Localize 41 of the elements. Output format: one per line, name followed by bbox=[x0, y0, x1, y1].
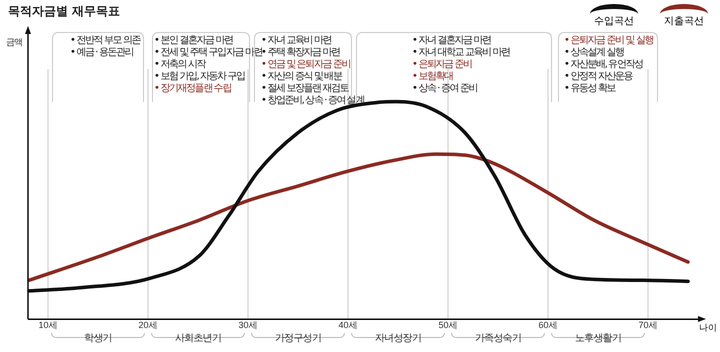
text: • 상속 · 증여 준비 bbox=[412, 83, 477, 96]
legend-label: 지출곡선 bbox=[664, 15, 704, 28]
text: • 예금 · 용돈관리 bbox=[70, 47, 134, 60]
x-tick-label: 60세 bbox=[538, 320, 558, 330]
text: 학생기 bbox=[83, 332, 113, 346]
text: • 안정적 자산운용 bbox=[564, 71, 632, 84]
text: 자녀성장기 bbox=[374, 332, 422, 346]
text: 금액 bbox=[6, 37, 22, 49]
legend-label: 수입곡선 bbox=[594, 15, 634, 28]
text: 가정구성기 bbox=[274, 332, 322, 346]
text: • 전반적 부모 의존 bbox=[70, 35, 140, 48]
annotation: • 창업준비, 상속 · 증여 설계 bbox=[261, 95, 364, 108]
text: • 자녀 교육비 마련 bbox=[261, 35, 332, 48]
x-tick-label: 30세 bbox=[238, 320, 258, 330]
text: 노후생활기 bbox=[574, 332, 622, 346]
text: 가족성숙기 bbox=[474, 332, 522, 346]
text: • 은퇴자금 준비 bbox=[412, 59, 472, 72]
text: • 자산의 증식 및 배분 bbox=[261, 71, 342, 84]
x-tick-label: 70세 bbox=[638, 320, 658, 330]
text: • 자녀 대학교 교육비 마련 bbox=[412, 47, 510, 60]
text: • 자산분배, 유언작성 bbox=[564, 59, 643, 72]
text: • 절세 보장플랜 재검토 bbox=[261, 83, 348, 96]
text: • 전세 및 주택 구입자금 마련 bbox=[154, 47, 262, 59]
x-tick-label: 10세 bbox=[38, 320, 58, 330]
text: • 보험확대 bbox=[412, 71, 453, 84]
text: • 연금 및 은퇴자금 준비 bbox=[261, 59, 350, 72]
text: • 은퇴자금 준비 및 실행 bbox=[564, 35, 654, 48]
x-tick-label: 20세 bbox=[138, 320, 158, 330]
text: • 자녀 결혼자금 마련 bbox=[412, 35, 491, 48]
text: • 본인 결혼자금 마련 bbox=[154, 35, 233, 48]
text: • 장기재정플랜 수립 bbox=[154, 83, 231, 96]
text: • 저축의 시작 bbox=[154, 59, 206, 72]
text: 사회초년기 bbox=[174, 332, 222, 346]
text: • 주택 확장자금 마련 bbox=[261, 47, 340, 60]
x-tick-label: 50세 bbox=[438, 320, 458, 330]
text: • 보험 가입, 자동차 구입 bbox=[154, 71, 245, 84]
chart-title: 목적자금별 재무목표 bbox=[8, 3, 120, 20]
x-axis-title: 나이 bbox=[699, 324, 717, 334]
x-tick-label: 40세 bbox=[338, 320, 358, 330]
text: • 유동성 확보 bbox=[564, 83, 616, 96]
text: • 상속설계 실행 bbox=[564, 47, 624, 60]
